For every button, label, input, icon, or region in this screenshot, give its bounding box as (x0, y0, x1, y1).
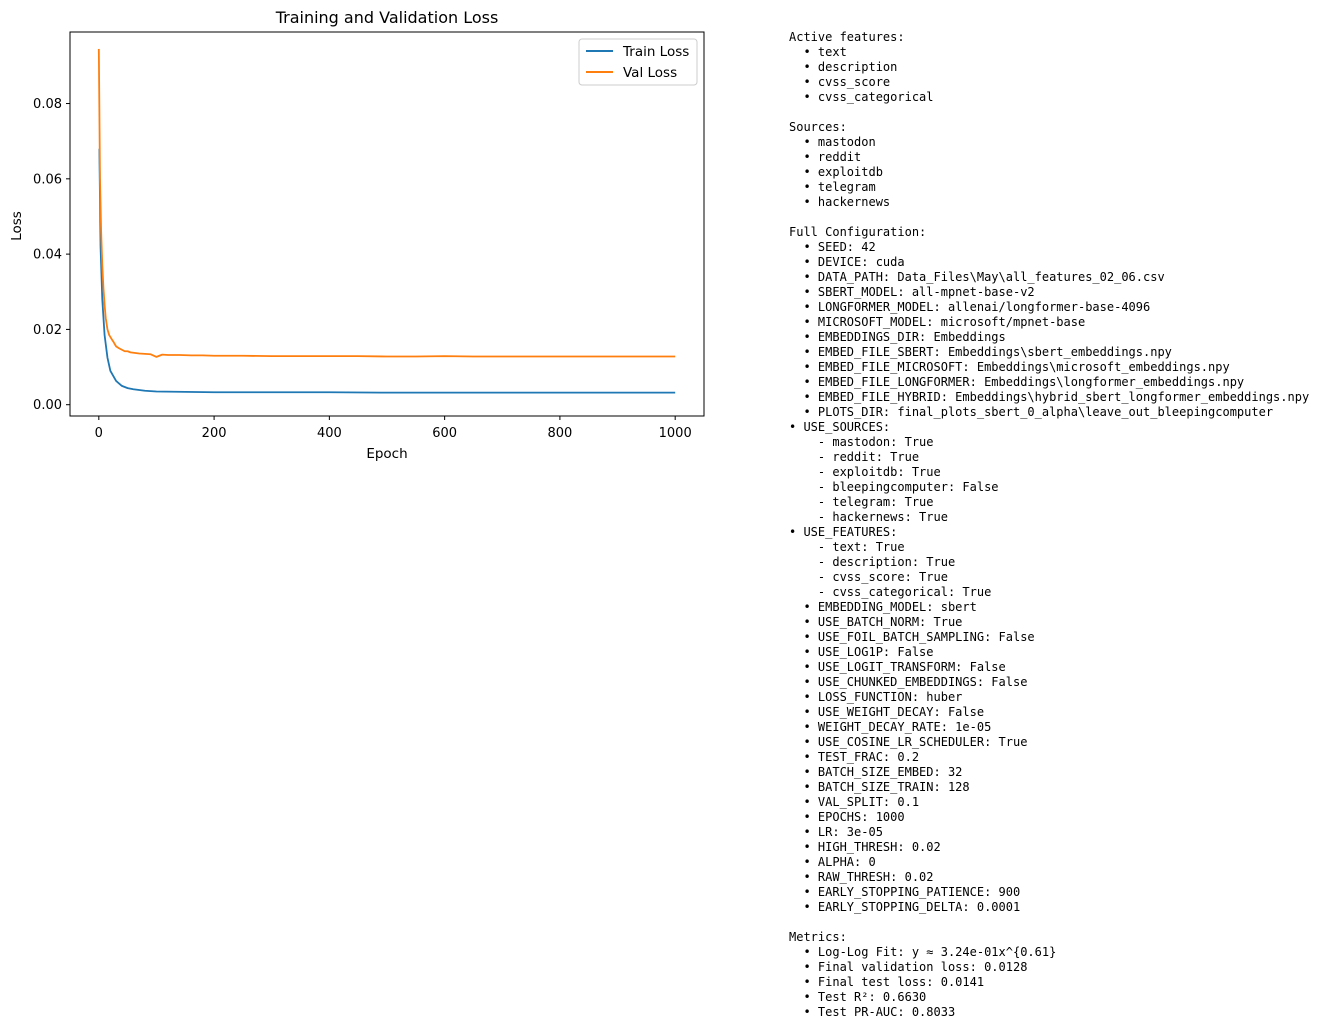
plot-frame (69, 31, 705, 417)
config-line: • USE_SOURCES: (789, 420, 891, 434)
config-line: • ALPHA: 0 (789, 855, 876, 869)
y-tick-label: 0.06 (33, 172, 62, 187)
config-line: • EMBED_FILE_MICROSOFT: Embeddings\micro… (789, 360, 1230, 374)
config-line: • USE_LOG1P: False (789, 645, 934, 659)
config-line: • cvss_score (789, 75, 891, 89)
series-line-train-loss (98, 148, 676, 394)
x-tick-label: 200 (202, 426, 227, 441)
config-line: • telegram (789, 180, 876, 194)
x-axis-ticks: 0 200 400 600 800 1000 (95, 416, 692, 441)
config-line: - reddit: True (789, 450, 920, 464)
config-line: • EMBED_FILE_LONGFORMER: Embeddings\long… (789, 375, 1245, 389)
config-line: • DEVICE: cuda (789, 255, 905, 269)
config-line: • BATCH_SIZE_EMBED: 32 (789, 765, 963, 779)
config-line: Metrics: (789, 930, 847, 944)
config-line: • USE_LOGIT_TRANSFORM: False (789, 660, 1006, 674)
config-line: • WEIGHT_DECAY_RATE: 1e-05 (789, 720, 992, 734)
config-line: - bleepingcomputer: False (789, 480, 999, 494)
y-tick-label: 0.02 (33, 323, 62, 338)
x-tick-label: 0 (95, 426, 103, 441)
legend-label-train-loss: Train Loss (622, 44, 689, 60)
config-line: • Final test loss: 0.0141 (789, 975, 985, 989)
config-line: • USE_COSINE_LR_SCHEDULER: True (789, 735, 1028, 749)
config-line: Active features: (789, 30, 905, 44)
config-line: - exploitdb: True (789, 465, 941, 479)
config-line: - cvss_score: True (789, 570, 948, 584)
config-line: • DATA_PATH: Data_Files\May\all_features… (789, 270, 1165, 284)
config-line: • HIGH_THRESH: 0.02 (789, 840, 941, 854)
config-line: • EPOCHS: 1000 (789, 810, 905, 824)
config-line: • description (789, 60, 898, 74)
y-tick-label: 0.08 (33, 97, 62, 112)
config-line: • EMBED_FILE_SBERT: Embeddings\sbert_emb… (789, 345, 1172, 359)
config-line: - cvss_categorical: True (789, 585, 992, 599)
plot-area (97, 48, 676, 394)
y-tick-label: 0.00 (33, 398, 62, 413)
legend: Train Loss Val Loss (578, 38, 698, 86)
x-tick-label: 400 (317, 426, 342, 441)
config-line: • USE_CHUNKED_EMBEDDINGS: False (789, 675, 1028, 689)
x-tick-label: 1000 (659, 426, 692, 441)
config-line (789, 210, 1309, 225)
config-line: • LONGFORMER_MODEL: allenai/longformer-b… (789, 300, 1151, 314)
config-line: • cvss_categorical (789, 90, 934, 104)
config-line: • BATCH_SIZE_TRAIN: 128 (789, 780, 970, 794)
config-line: - description: True (789, 555, 956, 569)
x-axis-label: Epoch (366, 446, 407, 462)
config-line: • TEST_FRAC: 0.2 (789, 750, 920, 764)
config-line: • SEED: 42 (789, 240, 876, 254)
config-line: • LR: 3e-05 (789, 825, 883, 839)
config-line: • Final validation loss: 0.0128 (789, 960, 1028, 974)
x-tick-label: 800 (547, 426, 572, 441)
config-line: Sources: (789, 120, 847, 134)
config-line: • EMBED_FILE_HYBRID: Embeddings\hybrid_s… (789, 390, 1310, 404)
config-line: • USE_WEIGHT_DECAY: False (789, 705, 985, 719)
legend-label-val-loss: Val Loss (623, 65, 677, 81)
config-line: • hackernews (789, 195, 891, 209)
config-line: • USE_FOIL_BATCH_SAMPLING: False (789, 630, 1035, 644)
config-line: • PLOTS_DIR: final_plots_sbert_0_alpha\l… (789, 405, 1274, 419)
config-line: • EMBEDDING_MODEL: sbert (789, 600, 977, 614)
config-line: • MICROSOFT_MODEL: microsoft/mpnet-base (789, 315, 1086, 329)
config-line (789, 105, 1309, 120)
config-line: • EMBEDDINGS_DIR: Embeddings (789, 330, 1006, 344)
config-line: • text (789, 45, 847, 59)
config-line: • exploitdb (789, 165, 883, 179)
config-line: • reddit (789, 150, 862, 164)
config-line: • EARLY_STOPPING_PATIENCE: 900 (789, 885, 1021, 899)
config-line: • Test R²: 0.6630 (789, 990, 927, 1004)
config-line: • VAL_SPLIT: 0.1 (789, 795, 920, 809)
config-line: • EARLY_STOPPING_DELTA: 0.0001 (789, 900, 1021, 914)
config-summary-panel: Active features: • text • description • … (789, 30, 1309, 1020)
y-axis-label: Loss (9, 211, 25, 241)
config-line: - mastodon: True (789, 435, 934, 449)
chart-title: Training and Validation Loss (275, 8, 499, 27)
config-line: • SBERT_MODEL: all-mpnet-base-v2 (789, 285, 1035, 299)
config-line: Full Configuration: (789, 225, 927, 239)
config-line: - telegram: True (789, 495, 934, 509)
config-line: • Test PR-AUC: 0.8033 (789, 1005, 956, 1019)
config-line: • USE_BATCH_NORM: True (789, 615, 963, 629)
loss-chart: Training and Validation Loss 0 200 400 600 8… (9, 8, 705, 462)
config-line: • mastodon (789, 135, 876, 149)
y-tick-label: 0.04 (33, 248, 62, 263)
config-line: • LOSS_FUNCTION: huber (789, 690, 963, 704)
series-line-val-loss (97, 48, 676, 358)
config-line: - hackernews: True (789, 510, 948, 524)
y-axis-ticks: 0.00 0.02 0.04 0.06 0.08 (33, 97, 70, 413)
config-line: • RAW_THRESH: 0.02 (789, 870, 934, 884)
config-line: • USE_FEATURES: (789, 525, 898, 539)
config-line: - text: True (789, 540, 905, 554)
config-line (789, 915, 1309, 930)
x-tick-label: 600 (432, 426, 457, 441)
config-line: • Log-Log Fit: y ≈ 3.24e-01x^{0.61} (789, 945, 1057, 959)
